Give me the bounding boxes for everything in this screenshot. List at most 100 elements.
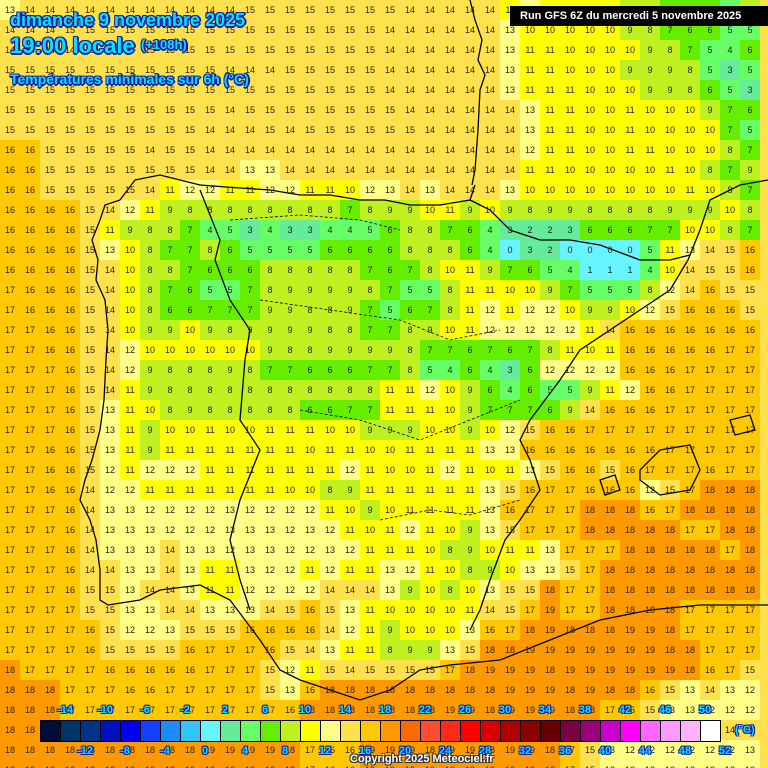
grid-value: 11	[125, 465, 135, 475]
field-cell	[320, 60, 340, 80]
grid-value: 8	[267, 385, 273, 395]
grid-value: 6	[367, 245, 373, 255]
grid-value: 15	[304, 85, 315, 95]
field-cell	[520, 120, 540, 140]
grid-value: 17	[744, 385, 755, 395]
grid-value: 19	[564, 645, 575, 655]
field-cell	[400, 80, 420, 100]
field-cell	[360, 140, 380, 160]
grid-value: 10	[704, 145, 715, 155]
grid-value: 17	[64, 625, 75, 635]
grid-value: 8	[307, 205, 313, 215]
grid-value: 15	[144, 645, 155, 655]
grid-value: 18	[644, 565, 655, 575]
field-cell	[500, 40, 520, 60]
grid-value: 17	[564, 545, 575, 555]
field-cell	[120, 80, 140, 100]
grid-value: 17	[4, 445, 15, 455]
field-cell	[480, 120, 500, 140]
field-cell	[520, 80, 540, 100]
grid-value: 9	[227, 365, 233, 375]
grid-value: 11	[205, 465, 215, 475]
field-cell	[660, 100, 680, 120]
legend-swatch	[521, 721, 541, 741]
grid-value: 15	[504, 525, 515, 535]
grid-value: 16	[64, 325, 75, 335]
grid-value: 18	[4, 705, 15, 715]
field-cell	[20, 80, 40, 100]
grid-value: 14	[484, 25, 495, 35]
grid-value: 5	[427, 365, 433, 375]
grid-value: 15	[24, 105, 35, 115]
grid-value: 18	[684, 545, 695, 555]
grid-value: 9	[147, 445, 153, 455]
grid-value: 15	[104, 145, 115, 155]
field-cell	[680, 140, 700, 160]
field-cell	[680, 60, 700, 80]
grid-value: 14	[444, 65, 455, 75]
grid-value: 16	[184, 665, 195, 675]
grid-value: 15	[184, 105, 195, 115]
grid-value: 14	[484, 105, 495, 115]
grid-value: 14	[424, 25, 435, 35]
grid-value: 10	[684, 225, 695, 235]
field-cell	[720, 140, 740, 160]
grid-value: 8	[727, 185, 733, 195]
grid-value: 9	[467, 405, 473, 415]
field-cell	[200, 0, 220, 20]
field-cell	[640, 80, 660, 100]
forecast-lead-time: (+108h)	[140, 37, 187, 52]
grid-value: 14	[344, 145, 355, 155]
grid-value: 10	[444, 405, 455, 415]
grid-value: 11	[265, 445, 275, 455]
field-cell	[100, 0, 120, 20]
field-cell	[520, 40, 540, 60]
grid-value: 5	[727, 25, 733, 35]
grid-value: 14	[584, 405, 595, 415]
grid-value: 8	[347, 385, 353, 395]
grid-value: 6	[247, 265, 253, 275]
legend-tick: 36	[558, 745, 572, 757]
grid-value: 7	[187, 225, 193, 235]
grid-value: 15	[324, 105, 335, 115]
grid-value: 9	[287, 285, 293, 295]
grid-value: 6	[747, 45, 753, 55]
grid-value: 14	[424, 125, 435, 135]
field-cell	[120, 40, 140, 60]
grid-value: 10	[564, 305, 575, 315]
grid-value: 17	[684, 525, 695, 535]
grid-value: 16	[244, 625, 255, 635]
grid-value: 9	[307, 285, 313, 295]
grid-value: 5	[547, 385, 553, 395]
grid-value: 14	[484, 125, 495, 135]
grid-value: 14	[384, 25, 395, 35]
grid-value: 13	[244, 605, 255, 615]
grid-value: 9	[287, 325, 293, 335]
grid-value: 16	[644, 685, 655, 695]
legend-swatch	[101, 721, 121, 741]
grid-value: 15	[104, 625, 115, 635]
field-cell	[240, 140, 260, 160]
grid-value: 15	[84, 365, 95, 375]
grid-value: 10	[364, 445, 375, 455]
grid-value: 15	[344, 25, 355, 35]
grid-value: 15	[304, 105, 315, 115]
grid-value: 14	[304, 645, 315, 655]
grid-value: 17	[724, 365, 735, 375]
field-cell	[580, 140, 600, 160]
field-cell	[100, 20, 120, 40]
grid-value: 16	[64, 485, 75, 495]
grid-value: 16	[624, 345, 635, 355]
field-cell	[440, 140, 460, 160]
grid-value: 10	[324, 425, 335, 435]
grid-value: 10	[704, 125, 715, 135]
field-cell	[480, 40, 500, 60]
grid-value: 11	[585, 325, 595, 335]
legend-swatch	[681, 721, 701, 741]
grid-value: 11	[565, 125, 575, 135]
grid-value: 15	[124, 185, 135, 195]
grid-value: 15	[264, 685, 275, 695]
grid-value: 18	[744, 525, 755, 535]
grid-value: 17	[584, 605, 595, 615]
grid-value: 11	[385, 385, 395, 395]
